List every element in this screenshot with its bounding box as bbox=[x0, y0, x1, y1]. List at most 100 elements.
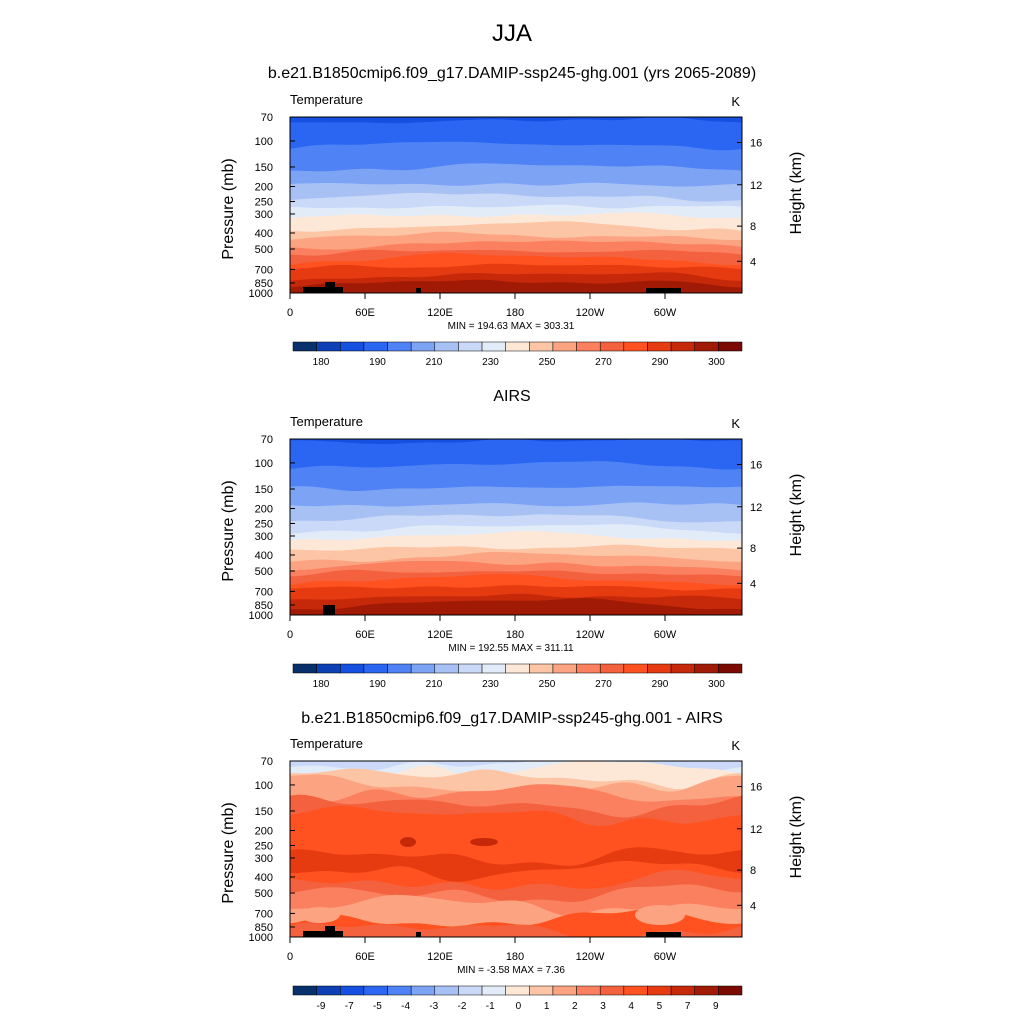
x-tick-label: 60E bbox=[355, 629, 375, 641]
colorbar-swatch bbox=[387, 985, 412, 996]
colorbar-swatch bbox=[458, 341, 483, 352]
panel-left-label: Temperature bbox=[290, 414, 363, 429]
colorbar-swatch bbox=[670, 341, 695, 352]
contour-blob bbox=[635, 905, 685, 925]
topography bbox=[303, 931, 343, 937]
y-tick-label: 500 bbox=[255, 566, 273, 578]
panel-left-label: Temperature bbox=[290, 92, 363, 107]
y-right-tick-label: 16 bbox=[750, 138, 762, 150]
y-right-tick-label: 4 bbox=[750, 900, 756, 912]
y-tick-label: 400 bbox=[255, 872, 273, 884]
x-tick-label: 60E bbox=[355, 307, 375, 319]
colorbar-swatch bbox=[387, 341, 412, 352]
y-right-axis-title: Height (km) bbox=[788, 796, 805, 879]
y-tick-label: 100 bbox=[255, 136, 273, 148]
colorbar-swatch bbox=[434, 663, 459, 674]
panel-left-label: Temperature bbox=[290, 736, 363, 751]
colorbar-swatch bbox=[599, 341, 625, 352]
colorbar-swatch bbox=[718, 985, 743, 996]
figure-title: JJA bbox=[491, 20, 532, 47]
y-right-tick-label: 16 bbox=[750, 782, 762, 794]
colorbar-swatch bbox=[670, 663, 695, 674]
colorbar-swatch bbox=[410, 663, 436, 674]
topography bbox=[646, 932, 681, 937]
colorbar-label: 4 bbox=[628, 1001, 634, 1012]
x-tick-label: 120W bbox=[576, 307, 605, 319]
colorbar-swatch bbox=[576, 663, 601, 674]
y-tick-label: 850 bbox=[255, 278, 273, 290]
colorbar-swatch bbox=[529, 663, 554, 674]
contour-field bbox=[290, 439, 742, 615]
y-right-axis-title: Height (km) bbox=[788, 152, 805, 235]
colorbar-swatch bbox=[576, 985, 601, 996]
x-tick-label: 120W bbox=[576, 951, 605, 963]
panel-units: K bbox=[731, 94, 740, 109]
colorbar-swatch bbox=[505, 663, 530, 674]
y-right-tick-label: 8 bbox=[750, 221, 756, 233]
x-tick-label: 180 bbox=[506, 307, 524, 319]
topography bbox=[325, 926, 335, 937]
min-max-stats: MIN = 194.63 MAX = 303.31 bbox=[448, 321, 575, 332]
colorbar-label: -9 bbox=[317, 1001, 326, 1012]
colorbar-swatch bbox=[599, 985, 625, 996]
colorbar-swatch bbox=[340, 341, 365, 352]
colorbar-swatch bbox=[363, 985, 388, 996]
panel-1: b.e21.B1850cmip6.f09_g17.DAMIP-ssp245-gh… bbox=[220, 65, 805, 368]
y-tick-label: 700 bbox=[255, 586, 273, 598]
min-max-stats: MIN = -3.58 MAX = 7.36 bbox=[457, 965, 565, 976]
y-right-tick-label: 4 bbox=[750, 578, 756, 590]
panel-title: b.e21.B1850cmip6.f09_g17.DAMIP-ssp245-gh… bbox=[301, 710, 723, 727]
y-tick-label: 1000 bbox=[249, 610, 273, 622]
colorbar-swatch bbox=[481, 341, 506, 352]
y-tick-label: 150 bbox=[255, 484, 273, 496]
y-tick-label: 400 bbox=[255, 550, 273, 562]
colorbar-label: -5 bbox=[373, 1001, 382, 1012]
colorbar-label: -2 bbox=[458, 1001, 467, 1012]
colorbar-swatch bbox=[623, 663, 648, 674]
colorbar-label: 0 bbox=[516, 1001, 522, 1012]
plot-frame bbox=[289, 438, 743, 616]
colorbar-label: 2 bbox=[572, 1001, 578, 1012]
colorbar-swatch bbox=[481, 985, 506, 996]
panel-units: K bbox=[731, 738, 740, 753]
y-axis-title: Pressure (mb) bbox=[220, 802, 237, 903]
colorbar-label: 270 bbox=[595, 357, 612, 368]
x-tick-label: 180 bbox=[506, 951, 524, 963]
colorbar-label: 3 bbox=[600, 1001, 606, 1012]
colorbar-swatch bbox=[316, 663, 341, 674]
colorbar-swatch bbox=[694, 985, 719, 996]
colorbar-swatch bbox=[292, 985, 317, 996]
y-tick-label: 200 bbox=[255, 504, 273, 516]
min-max-stats: MIN = 192.55 MAX = 311.11 bbox=[448, 643, 574, 654]
panel-title: b.e21.B1850cmip6.f09_g17.DAMIP-ssp245-gh… bbox=[268, 65, 756, 82]
colorbar-swatch bbox=[316, 985, 341, 996]
colorbar-swatch bbox=[647, 985, 672, 996]
x-tick-label: 120E bbox=[427, 951, 453, 963]
colorbar-swatch bbox=[529, 985, 554, 996]
colorbar-label: 270 bbox=[595, 679, 612, 690]
colorbar-swatch bbox=[363, 341, 388, 352]
x-tick-label: 0 bbox=[287, 629, 293, 641]
y-tick-label: 700 bbox=[255, 264, 273, 276]
colorbar-label: 180 bbox=[313, 679, 330, 690]
colorbar-label: 190 bbox=[369, 357, 386, 368]
y-tick-label: 300 bbox=[255, 531, 273, 543]
y-tick-label: 1000 bbox=[249, 288, 273, 300]
plot-frame bbox=[289, 116, 743, 294]
x-tick-label: 60E bbox=[355, 951, 375, 963]
colorbar-swatch bbox=[623, 985, 648, 996]
colorbar-swatch bbox=[292, 341, 317, 352]
colorbar-swatch bbox=[410, 341, 436, 352]
y-tick-label: 150 bbox=[255, 162, 273, 174]
y-tick-label: 300 bbox=[255, 209, 273, 221]
colorbar-label: -4 bbox=[401, 1001, 410, 1012]
colorbar-label: -7 bbox=[345, 1001, 354, 1012]
x-tick-label: 60W bbox=[654, 307, 677, 319]
topography bbox=[303, 287, 343, 293]
y-tick-label: 150 bbox=[255, 806, 273, 818]
contour-field bbox=[290, 117, 742, 293]
colorbar-swatch bbox=[410, 985, 436, 996]
colorbar-swatch bbox=[340, 663, 365, 674]
colorbar-swatch bbox=[458, 985, 483, 996]
